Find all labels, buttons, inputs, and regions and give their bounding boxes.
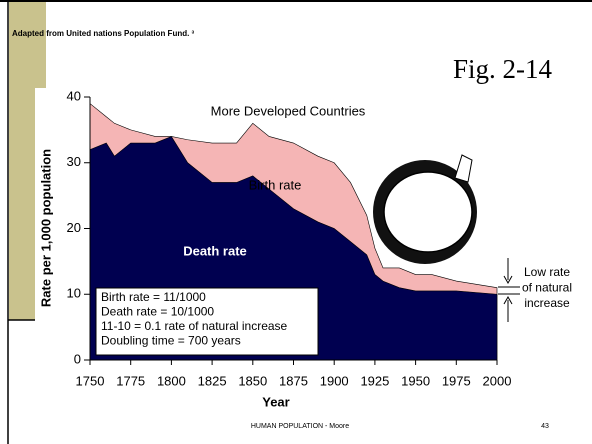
x-tick-label: 1875 (279, 373, 308, 388)
y-tick-label: 10 (67, 286, 81, 301)
x-tick-label: 1950 (401, 373, 430, 388)
source-note: Adapted from United nations Population F… (12, 29, 195, 38)
annotation-text: Doubling time = 700 years (101, 334, 241, 348)
y-tick-label: 30 (67, 154, 81, 169)
side-note: of natural (522, 281, 572, 295)
series-label: Death rate (183, 243, 247, 258)
footer: HUMAN POPULATION - Moore (251, 423, 349, 430)
chart-title: More Developed Countries (211, 103, 366, 118)
side-note: increase (524, 296, 570, 310)
x-tick-label: 1925 (360, 373, 389, 388)
annotation-box (95, 287, 319, 356)
annotation-text: Death rate = 10/1000 (101, 305, 214, 319)
side-note: Low rate (524, 265, 570, 279)
y-axis-label: Rate per 1,000 population (38, 149, 53, 307)
x-axis-label: Year (262, 394, 289, 409)
figure-label: Fig. 2-14 (453, 54, 553, 84)
x-tick-label: 1825 (198, 373, 227, 388)
series-label: Birth rate (249, 177, 302, 192)
plot: 0 10 20 30 40 1750 1775 1800 1825 1850 1875 1900 192… (38, 88, 572, 409)
x-tick-label: 1800 (157, 373, 186, 388)
x-tick-label: 1900 (320, 373, 349, 388)
x-tick-label: 1850 (238, 373, 267, 388)
x-tick-label: 1750 (76, 373, 105, 388)
annotation-text: 11-10 = 0.1 rate of natural increase (101, 319, 288, 333)
y-tick-label: 20 (67, 220, 81, 235)
arrow-head (503, 275, 513, 285)
x-tick-label: 2000 (483, 373, 512, 388)
x-tick-label: 1775 (116, 373, 145, 388)
x-tick-label: 1975 (442, 373, 471, 388)
y-tick-label: 40 (67, 88, 81, 103)
illustration (454, 154, 473, 183)
y-tick-label: 0 (74, 351, 81, 366)
illustration (383, 171, 473, 253)
annotation-text: Birth rate = 11/1000 (101, 290, 206, 304)
page-number: 43 (541, 423, 549, 430)
arrow-head (503, 295, 513, 305)
